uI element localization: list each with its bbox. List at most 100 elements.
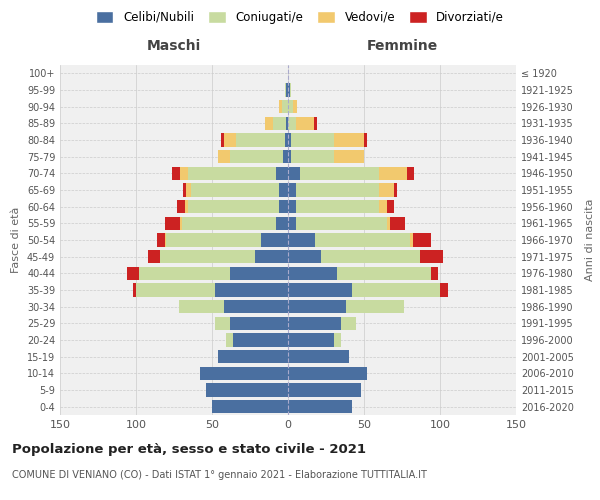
Bar [288,334,334,346]
Bar [276,166,288,180]
Bar [288,84,290,96]
Legend: Celibi/Nubili, Coniugati/e, Vedovi/e, Divorziati/e: Celibi/Nubili, Coniugati/e, Vedovi/e, Di… [91,6,509,28]
Bar [177,200,185,213]
Bar [200,366,288,380]
Text: Femmine: Femmine [367,40,437,54]
Bar [236,134,285,146]
Bar [233,334,288,346]
Bar [139,266,230,280]
Bar [273,116,286,130]
Bar [288,300,346,314]
Bar [288,200,296,213]
Bar [230,316,288,330]
Bar [293,100,297,114]
Bar [283,150,288,164]
Bar [165,216,180,230]
Bar [387,216,390,230]
Bar [286,116,288,130]
Bar [394,184,397,196]
Bar [346,300,404,314]
Bar [288,350,349,364]
Bar [212,400,288,413]
Bar [276,216,288,230]
Bar [279,100,282,114]
Bar [185,200,188,213]
Bar [296,116,314,130]
Bar [288,216,296,230]
Bar [288,150,291,164]
Text: Popolazione per età, sesso e stato civile - 2021: Popolazione per età, sesso e stato civil… [12,442,366,456]
Bar [410,234,413,246]
Bar [230,150,283,164]
Bar [172,166,180,180]
Bar [322,250,420,264]
Bar [282,100,288,114]
Bar [186,184,191,196]
Bar [337,266,431,280]
Bar [291,134,334,146]
Bar [420,250,443,264]
Bar [288,184,296,196]
Bar [148,250,160,264]
Bar [334,334,341,346]
Bar [260,234,288,246]
Bar [296,184,379,196]
Bar [316,234,410,246]
Bar [288,234,316,246]
Bar [166,234,260,246]
Bar [352,284,440,296]
Text: COMUNE DI VENIANO (CO) - Dati ISTAT 1° gennaio 2021 - Elaborazione TUTTITALIA.IT: COMUNE DI VENIANO (CO) - Dati ISTAT 1° g… [12,470,427,480]
Bar [288,134,291,146]
Bar [215,284,288,296]
Bar [288,166,300,180]
Bar [279,184,288,196]
Bar [413,234,431,246]
Bar [218,150,230,164]
Bar [364,134,367,146]
Y-axis label: Anni di nascita: Anni di nascita [585,198,595,281]
Bar [288,400,352,413]
Bar [226,334,233,346]
Bar [407,166,414,180]
Bar [379,200,387,213]
Bar [341,316,356,330]
Bar [206,384,288,396]
Bar [334,150,364,164]
Bar [136,284,215,296]
Bar [286,84,288,96]
Bar [180,216,182,230]
Bar [165,234,166,246]
Bar [157,234,165,246]
Bar [285,134,288,146]
Bar [127,266,139,280]
Bar [296,216,387,230]
Bar [291,150,334,164]
Bar [334,134,364,146]
Bar [431,266,439,280]
Bar [230,266,288,280]
Bar [160,250,254,264]
Bar [288,284,352,296]
Bar [254,250,288,264]
Bar [288,366,367,380]
Bar [379,166,407,180]
Bar [183,184,186,196]
Bar [218,350,288,364]
Bar [296,200,379,213]
Bar [285,84,286,96]
Bar [215,316,230,330]
Bar [290,84,291,96]
Bar [182,216,276,230]
Bar [440,284,448,296]
Bar [288,384,361,396]
Bar [379,184,394,196]
Bar [390,216,405,230]
Y-axis label: Fasce di età: Fasce di età [11,207,21,273]
Bar [387,200,394,213]
Bar [300,166,379,180]
Text: Maschi: Maschi [147,40,201,54]
Bar [188,200,279,213]
Bar [288,266,337,280]
Bar [191,184,279,196]
Bar [224,300,288,314]
